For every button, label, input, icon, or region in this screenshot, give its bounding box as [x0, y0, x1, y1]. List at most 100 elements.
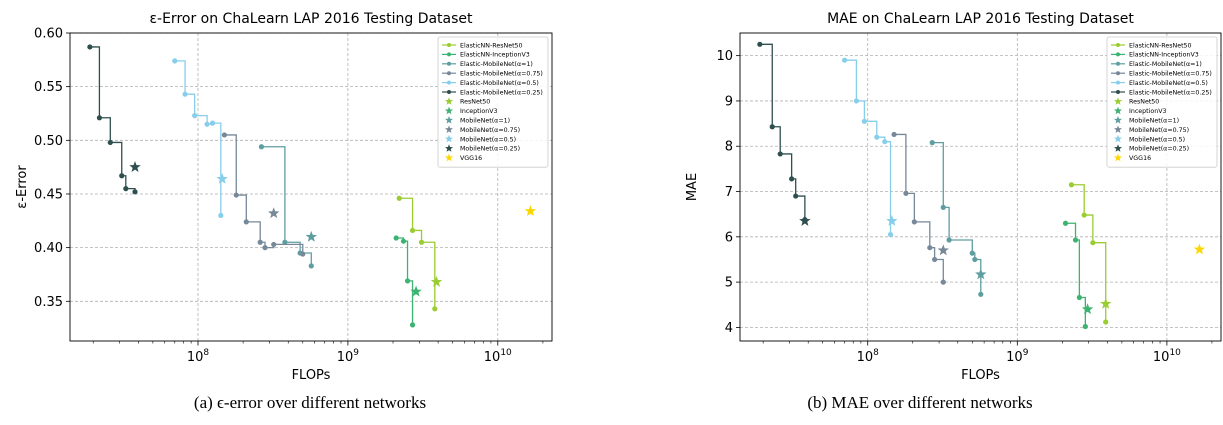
data-point-elasticnn-inceptionv3: [393, 235, 399, 241]
star-marker-mobilenet-alpha-0-75: [268, 207, 280, 219]
data-point-elastic-mobilenet-alpha-0-25: [793, 193, 799, 199]
y-tick-label: 0.50: [34, 134, 63, 149]
legend-star: [445, 134, 453, 143]
legend-label: MobileNet(α=0.5): [1129, 136, 1185, 143]
legend-dot: [1116, 61, 1120, 66]
data-point-elastic-mobilenet-alpha-0-75: [927, 245, 933, 251]
y-axis-label: MAE: [685, 173, 700, 201]
legend-label: Elastic-MobileNet(α=0.5): [1129, 80, 1208, 87]
legend-label: Elastic-MobileNet(α=0.75): [460, 71, 543, 78]
data-point-elastic-mobilenet-alpha-0-75: [262, 245, 268, 251]
x-axis-label: FLOPs: [292, 368, 331, 380]
data-point-elasticnn-resnet50: [432, 306, 438, 312]
mae-chart: MAE on ChaLearn LAP 2016 Testing Dataset…: [685, 11, 1222, 380]
legend-label: VGG16: [460, 155, 482, 162]
x-tick-label: 109: [337, 348, 360, 365]
data-point-elasticnn-inceptionv3: [400, 238, 407, 244]
data-point-elastic-mobilenet-alpha-0-75: [257, 239, 263, 245]
legend-dot: [447, 52, 451, 57]
legend-dot: [1116, 71, 1120, 76]
star-marker-inceptionv3: [1081, 303, 1094, 315]
legend-label: ElasticNN-InceptionV3: [1129, 52, 1199, 59]
y-axis-label: ε-Error: [15, 165, 30, 209]
series-line-elastic-mobilenet-alpha-0-5: [174, 60, 222, 216]
legend-label: MobileNet(α=1): [460, 118, 510, 125]
data-point-elastic-mobilenet-alpha-1: [969, 250, 975, 256]
legend-label: InceptionV3: [460, 108, 498, 115]
data-point-elastic-mobilenet-alpha-0-25: [119, 173, 125, 179]
caption-b: (b) MAE over different networks: [807, 393, 1033, 412]
data-point-elastic-mobilenet-alpha-1: [946, 237, 952, 243]
data-point-elastic-mobilenet-alpha-0-75: [271, 241, 277, 248]
legend-label: Elastic-MobileNet(α=0.75): [1129, 71, 1212, 78]
data-point-elastic-mobilenet-alpha-1: [282, 239, 288, 245]
data-point-elasticnn-resnet50: [1090, 240, 1096, 246]
star-marker-mobilenet-alpha-1: [975, 268, 987, 280]
y-tick-label: 0.35: [34, 295, 63, 310]
data-point-elasticnn-resnet50: [396, 195, 402, 201]
y-tick-label: 8: [725, 140, 733, 155]
legend-star: [445, 106, 453, 115]
data-point-elastic-mobilenet-alpha-0-5: [218, 212, 224, 219]
data-point-elasticnn-resnet50: [409, 227, 416, 234]
legend-dot: [1116, 80, 1120, 85]
data-point-elastic-mobilenet-alpha-0-5: [204, 121, 210, 127]
data-point-elastic-mobilenet-alpha-0-25: [87, 44, 93, 50]
star-marker-mobilenet-alpha-1: [305, 230, 317, 242]
data-point-elastic-mobilenet-alpha-0-75: [243, 219, 249, 225]
data-point-elasticnn-inceptionv3: [1076, 294, 1082, 301]
data-point-elastic-mobilenet-alpha-0-25: [123, 186, 129, 192]
legend-label: MobileNet(α=0.75): [460, 127, 520, 134]
data-point-elastic-mobilenet-alpha-0-75: [233, 192, 239, 198]
data-point-elasticnn-inceptionv3: [1062, 220, 1069, 226]
x-axis-label: FLOPs: [961, 368, 1000, 380]
data-point-elastic-mobilenet-alpha-0-25: [789, 176, 795, 182]
x-tick-label: 1010: [484, 348, 512, 365]
legend-dot: [447, 71, 451, 76]
star-marker-resnet50: [1100, 297, 1112, 309]
series-line-elastic-mobilenet-alpha-1: [261, 146, 312, 266]
legend-star: [445, 144, 453, 152]
legend-label: Elastic-MobileNet(α=1): [460, 61, 533, 68]
data-point-elastic-mobilenet-alpha-0-5: [172, 58, 178, 64]
data-point-elastic-mobilenet-alpha-0-5: [853, 98, 859, 104]
legend-label: ResNet50: [1129, 99, 1159, 106]
star-marker-vgg16: [1193, 243, 1206, 255]
legend-label: ElasticNN-ResNet50: [1129, 42, 1192, 49]
legend-dot: [1116, 90, 1120, 94]
series-line-elasticnn-resnet50: [399, 197, 436, 309]
legend-star: [1114, 116, 1122, 124]
chart-title: ε-Error on ChaLearn LAP 2016 Testing Dat…: [149, 11, 473, 27]
data-point-elastic-mobilenet-alpha-0-25: [777, 151, 783, 157]
chart-title: MAE on ChaLearn LAP 2016 Testing Dataset: [827, 11, 1134, 27]
data-point-elastic-mobilenet-alpha-1: [972, 256, 978, 263]
data-point-elastic-mobilenet-alpha-0-5: [874, 134, 880, 140]
legend-star: [1114, 153, 1122, 162]
data-point-elasticnn-resnet50: [1081, 212, 1087, 218]
legend-dot: [447, 61, 451, 66]
legend-box: [1106, 36, 1218, 168]
legend-label: VGG16: [1129, 155, 1151, 162]
data-point-elastic-mobilenet-alpha-0-75: [903, 190, 909, 196]
y-tick-label: 6: [725, 230, 733, 245]
data-point-elastic-mobilenet-alpha-0-25: [757, 41, 763, 47]
y-tick-label: 0.60: [34, 27, 63, 42]
series-line-elastic-mobilenet-alpha-0-75: [894, 133, 944, 283]
data-point-elastic-mobilenet-alpha-0-25: [107, 139, 113, 146]
legend-label: Elastic-MobileNet(α=0.25): [460, 89, 543, 96]
data-point-elastic-mobilenet-alpha-0-75: [932, 256, 938, 263]
data-point-elastic-mobilenet-alpha-0-75: [911, 219, 917, 225]
data-point-elastic-mobilenet-alpha-0-75: [300, 251, 306, 257]
star-marker-resnet50: [430, 275, 443, 287]
legend-label: Elastic-MobileNet(α=1): [1129, 61, 1202, 68]
legend: ElasticNN-ResNet50 ElasticNN-InceptionV3 E…: [437, 36, 549, 168]
data-point-elasticnn-resnet50: [418, 239, 425, 245]
x-tick-label: 108: [857, 348, 880, 365]
star-marker-inceptionv3: [410, 285, 422, 297]
legend-star: [1114, 144, 1122, 152]
data-point-elastic-mobilenet-alpha-0-25: [96, 115, 103, 121]
y-tick-label: 10: [716, 49, 733, 64]
data-point-elastic-mobilenet-alpha-0-5: [861, 118, 867, 124]
legend-label: Elastic-MobileNet(α=0.5): [460, 80, 539, 87]
epsilon-error-chart: ε-Error on ChaLearn LAP 2016 Testing Dat…: [15, 11, 553, 380]
